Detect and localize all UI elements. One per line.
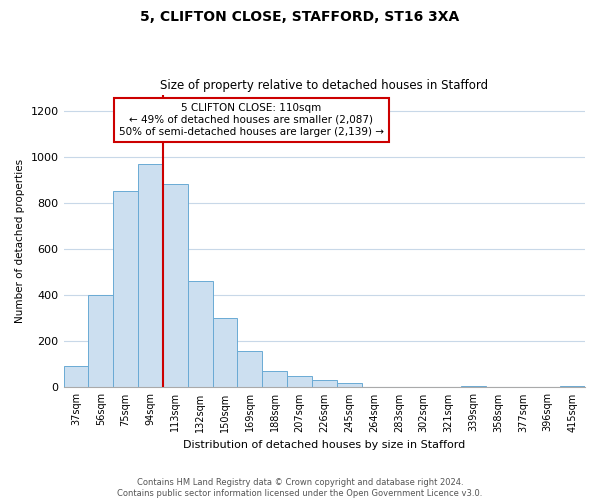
Bar bbox=[138, 164, 163, 388]
Bar bbox=[212, 318, 238, 388]
Bar bbox=[188, 282, 212, 388]
Bar bbox=[312, 380, 337, 388]
Bar bbox=[88, 295, 113, 388]
Title: Size of property relative to detached houses in Stafford: Size of property relative to detached ho… bbox=[160, 79, 488, 92]
Bar bbox=[113, 192, 138, 388]
Text: Contains HM Land Registry data © Crown copyright and database right 2024.
Contai: Contains HM Land Registry data © Crown c… bbox=[118, 478, 482, 498]
X-axis label: Distribution of detached houses by size in Stafford: Distribution of detached houses by size … bbox=[183, 440, 466, 450]
Y-axis label: Number of detached properties: Number of detached properties bbox=[15, 159, 25, 323]
Text: 5, CLIFTON CLOSE, STAFFORD, ST16 3XA: 5, CLIFTON CLOSE, STAFFORD, ST16 3XA bbox=[140, 10, 460, 24]
Bar bbox=[461, 386, 485, 388]
Bar bbox=[163, 184, 188, 388]
Bar bbox=[337, 384, 362, 388]
Bar bbox=[238, 350, 262, 388]
Bar bbox=[560, 386, 585, 388]
Bar bbox=[262, 372, 287, 388]
Bar bbox=[64, 366, 88, 388]
Bar bbox=[287, 376, 312, 388]
Text: 5 CLIFTON CLOSE: 110sqm
← 49% of detached houses are smaller (2,087)
50% of semi: 5 CLIFTON CLOSE: 110sqm ← 49% of detache… bbox=[119, 104, 384, 136]
